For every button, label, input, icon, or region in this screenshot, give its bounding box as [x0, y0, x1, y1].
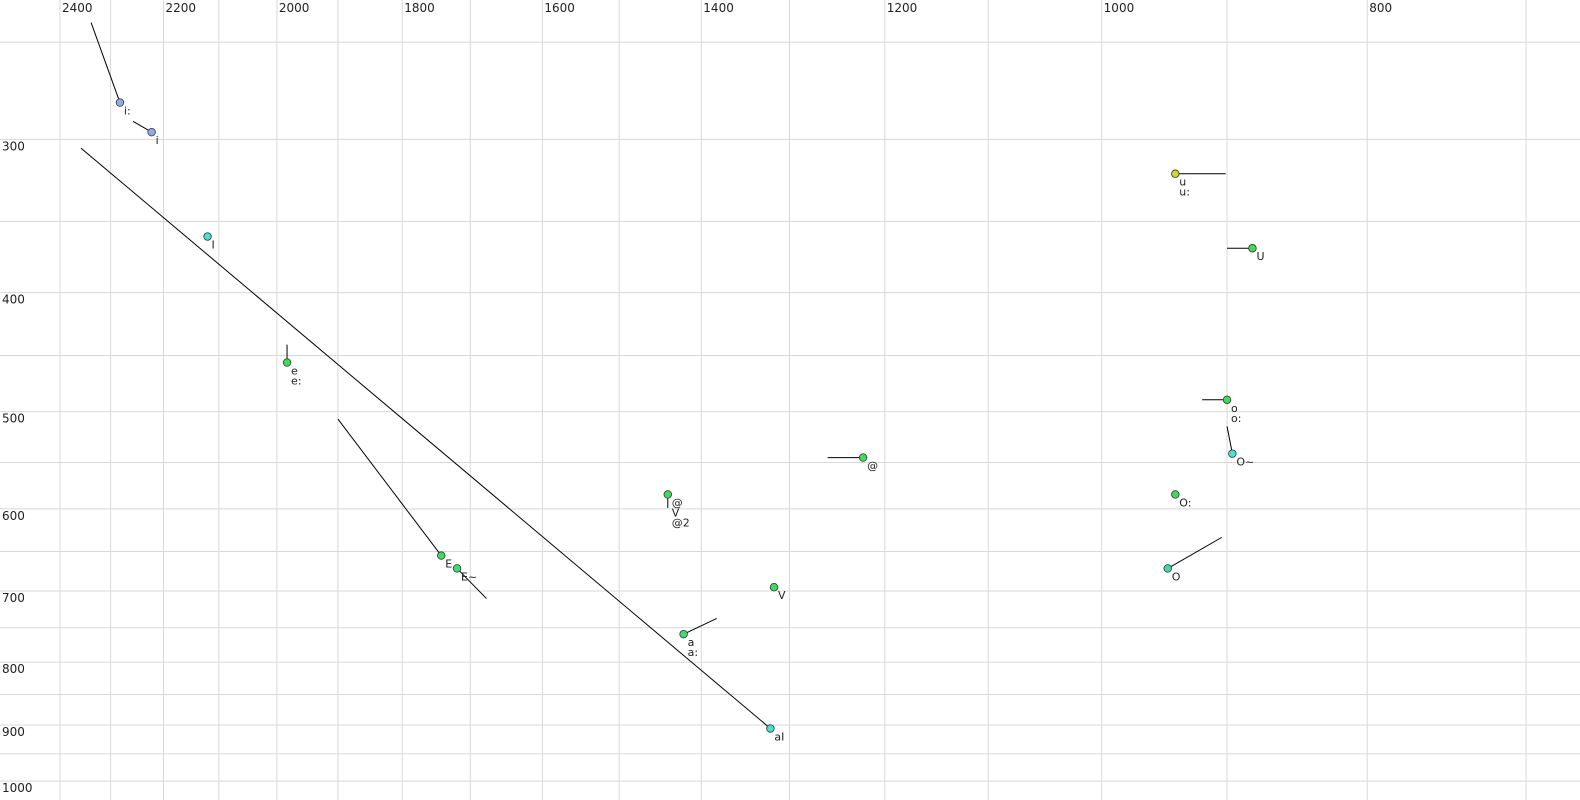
y-tick-label: 300 [2, 139, 25, 153]
vowel-label: i: [124, 105, 131, 118]
vowel-label: i [156, 134, 159, 147]
trajectory [337, 418, 442, 556]
y-tick-label: 600 [2, 509, 25, 523]
vowel-point [766, 724, 775, 733]
x-tick-label: 800 [1369, 1, 1392, 15]
vowel-point [115, 98, 125, 107]
vowel-label: e: [291, 375, 301, 388]
x-tick-label: 2400 [62, 1, 93, 15]
trajectory [1226, 426, 1233, 454]
vowel-point [282, 358, 292, 367]
vowel-label: E~ [461, 570, 477, 583]
x-tick-label: 1400 [703, 1, 734, 15]
x-tick-label: 1800 [404, 1, 435, 15]
vowel-label: O [1172, 570, 1181, 583]
trajectory [683, 618, 717, 635]
vowel-label: O: [1179, 496, 1191, 509]
vowel-label: e [291, 365, 298, 378]
vowel-point [147, 127, 156, 137]
vowel-label: E [445, 558, 452, 571]
vowel-point [1222, 395, 1232, 404]
y-tick-label: 900 [2, 725, 25, 739]
y-tick-label: 400 [2, 293, 25, 307]
vowel-label: u [1179, 176, 1186, 189]
vowel-label: V [672, 506, 680, 519]
vowel-label: @ [867, 460, 878, 473]
vowel-label: V [778, 589, 786, 602]
vowel-label: @2 [672, 516, 690, 529]
x-tick-label: 1000 [1104, 1, 1135, 15]
vowel-point [452, 564, 462, 573]
vowel-point [679, 629, 688, 639]
vowel-point [858, 453, 868, 462]
x-tick-label: 1200 [887, 1, 918, 15]
vowel-label: aI [774, 731, 784, 744]
x-tick-label: 2000 [279, 1, 310, 15]
vowel-label: o: [1231, 412, 1241, 425]
vowel-point [663, 490, 672, 499]
vowel-point [1171, 490, 1180, 499]
trajectory [456, 568, 487, 599]
vowel-label: U [1256, 250, 1264, 263]
vowel-label: a [688, 636, 695, 649]
vowel-label: u: [1179, 186, 1190, 199]
vowel-label: @ [672, 496, 683, 509]
x-tick-label: 2200 [165, 1, 196, 15]
tick-labels: 300 400 500 600 700 800 900 1000 2400 2200 2000 180… [2, 1, 1392, 795]
y-tick-label: 500 [2, 412, 25, 426]
trajectory [1167, 536, 1223, 569]
vowel-point [437, 551, 446, 560]
vowel-point [203, 232, 212, 241]
vowel-point [769, 582, 779, 592]
vowel-point [1228, 449, 1237, 458]
vowel-point [1248, 244, 1257, 253]
vowel-point [1171, 169, 1180, 178]
trajectory [80, 147, 771, 729]
vowel-label: O~ [1236, 456, 1254, 469]
vowel-label: o [1231, 402, 1238, 415]
y-tick-label: 1000 [2, 781, 33, 795]
y-tick-label: 700 [2, 591, 25, 605]
vowel-label: a: [688, 646, 698, 659]
vowel-point [1163, 564, 1172, 573]
y-tick-label: 800 [2, 662, 25, 676]
x-tick-label: 1600 [544, 1, 575, 15]
trajectory [90, 22, 121, 103]
vowel-label: I [212, 239, 215, 252]
